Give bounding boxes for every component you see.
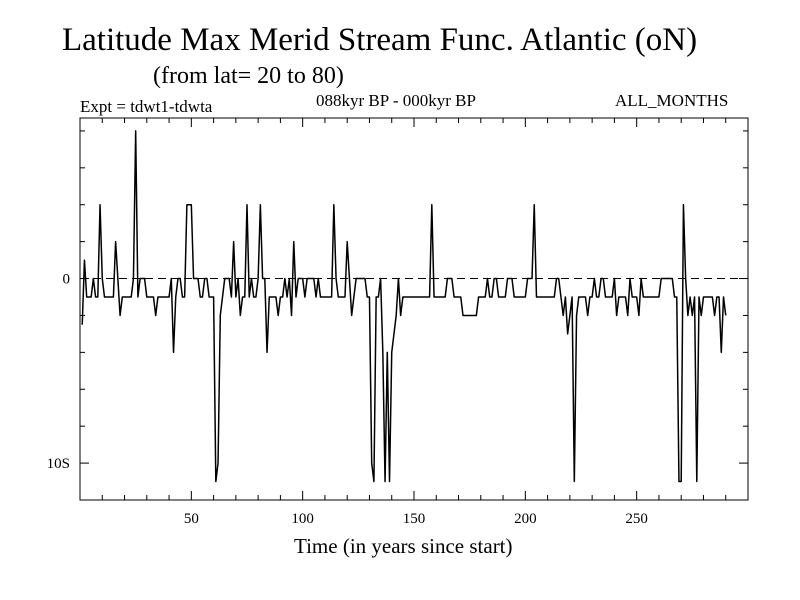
chart-title: Latitude Max Merid Stream Func. Atlantic… (62, 22, 698, 58)
y-tick-label: 10S (47, 456, 70, 472)
x-axis-label: Time (in years since start) (294, 534, 513, 558)
x-tick-label: 100 (291, 511, 314, 527)
x-tick-label: 250 (625, 511, 648, 527)
x-tick-label: 200 (514, 511, 537, 527)
experiment-label: Expt = tdwt1-tdwta (80, 97, 213, 116)
x-tick-label: 50 (184, 511, 199, 527)
x-tick-label: 150 (403, 511, 426, 527)
period-label: 088kyr BP - 000kyr BP (316, 91, 476, 110)
months-label: ALL_MONTHS (615, 91, 729, 110)
axis-ticks (80, 118, 748, 501)
plot-frame (79, 117, 749, 501)
series-line (81, 130, 727, 483)
axis-tick-labels: 50 100 150 200 250 0 10S (47, 272, 648, 527)
y-tick-label: 0 (63, 272, 71, 288)
chart-subtitle: (from lat= 20 to 80) (153, 63, 344, 89)
